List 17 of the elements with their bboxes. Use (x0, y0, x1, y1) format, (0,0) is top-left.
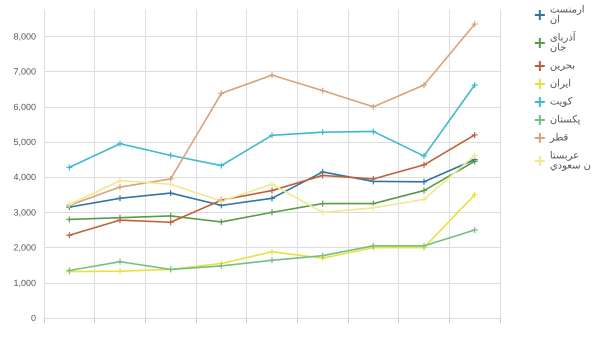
legend-label: پکستان (550, 114, 581, 126)
legend-label: عربستان سعودي (550, 150, 591, 172)
legend-label: بحرين (550, 60, 575, 72)
legend-label: قطر (548, 132, 569, 144)
legend-label: کويت (550, 96, 573, 108)
y-tick-label: 4,000 (13, 172, 36, 182)
legend-label: آذربایجان (550, 30, 577, 54)
y-tick-label: 3,000 (13, 207, 36, 218)
y-tick-label: 8,000 (13, 31, 36, 42)
legend-label: ايران (550, 78, 572, 90)
y-tick-label: 2,000 (13, 242, 36, 253)
y-tick-label: 6,000 (13, 102, 36, 112)
y-tick-label: 1,000 (13, 278, 36, 288)
y-tick-label: 7,000 (13, 66, 36, 77)
y-tick-label: 5,000 (13, 137, 36, 147)
legend-label: ارمنستان (550, 4, 585, 26)
y-tick-label: 0 (30, 313, 36, 323)
